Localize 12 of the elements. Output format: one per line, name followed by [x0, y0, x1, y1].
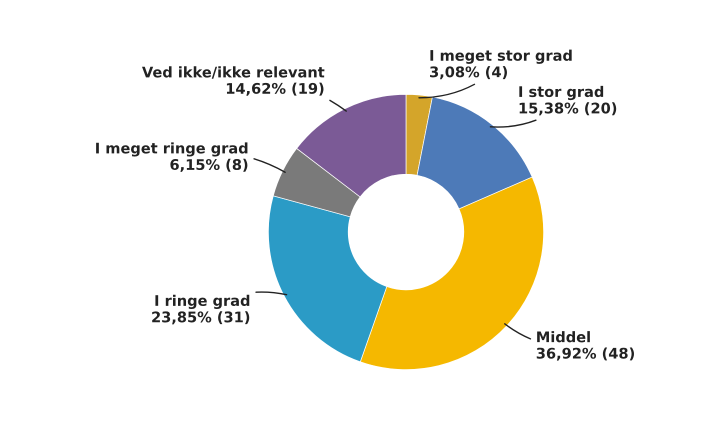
data-label: 23,85% (31)	[152, 311, 250, 324]
slice-label: I stor grad	[519, 86, 604, 100]
data-label: 15,38% (20)	[520, 102, 616, 116]
slice-label: I ringe grad	[155, 294, 250, 309]
slice-label: I meget stor grad	[430, 50, 572, 64]
slice-label: Middel	[537, 331, 590, 342]
data-label: 6,15% (8)	[170, 158, 248, 172]
data-label: 14,62% (19)	[226, 82, 324, 96]
slice-label: I meget ringe grad	[96, 142, 248, 157]
slice-label: Ved ikke/ikke relevant	[142, 66, 324, 79]
data-label: 3,08% (4)	[430, 66, 507, 80]
data-label: 36,92% (48)	[536, 347, 634, 361]
